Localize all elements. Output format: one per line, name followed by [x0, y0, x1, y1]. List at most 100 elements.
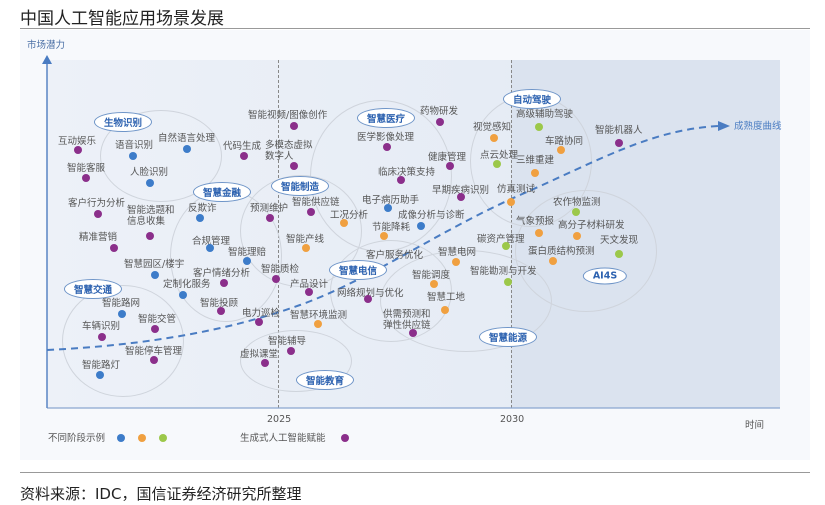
divider [20, 472, 810, 473]
scenario-label: 网络规划与优化 [337, 288, 404, 299]
scenario-label: 预测维护 [250, 203, 289, 214]
scenario-dot [457, 193, 465, 201]
cluster-ellipse [515, 190, 657, 312]
scenario-label: 高级辅助驾驶 [516, 109, 574, 120]
scenario-dot [272, 275, 280, 283]
category-pill: 智慧金融 [192, 182, 252, 202]
scenario-label: 农作物监测 [553, 197, 601, 208]
scenario-dot [557, 146, 565, 154]
category-pill: 自动驾驶 [502, 89, 562, 109]
scenario-label: 智能产线 [286, 234, 325, 245]
scenario-dot [507, 198, 515, 206]
scenario-label: 多模态虚拟 数字人 [265, 140, 313, 162]
scenario-dot [150, 356, 158, 364]
scenario-dot [397, 176, 405, 184]
scenario-label: 视觉感知 [473, 122, 512, 133]
year-2030-line [511, 60, 512, 408]
scenario-label: 语音识别 [115, 140, 154, 151]
scenario-dot [183, 145, 191, 153]
legend-stages-label: 不同阶段示例 [48, 433, 106, 444]
scenario-dot [243, 257, 251, 265]
scenario-dot [384, 204, 392, 212]
y-axis-arrow-icon [42, 55, 52, 64]
tick-2030: 2030 [500, 414, 525, 425]
scenario-label: 人脸识别 [130, 167, 169, 178]
category-pill: 生物识别 [93, 112, 153, 132]
scenario-dot [502, 242, 510, 250]
scenario-label: 智慧电网 [438, 247, 477, 258]
y-axis-label: 市场潜力 [27, 40, 66, 51]
scenario-dot [110, 244, 118, 252]
source-note: 资料来源：IDC，国信证券经济研究所整理 [20, 485, 302, 503]
scenario-label: 天文发现 [600, 235, 639, 246]
scenario-dot [307, 208, 315, 216]
scenario-label: 智能路灯 [82, 360, 121, 371]
scenario-label: 供需预测和 弹性供应链 [383, 309, 431, 331]
scenario-dot [409, 329, 417, 337]
scenario-label: 智慧工地 [427, 292, 466, 303]
cluster-ellipse [100, 110, 222, 202]
scenario-label: 药物研发 [420, 106, 459, 117]
scenario-dot [217, 307, 225, 315]
scenario-label: 反欺诈 [188, 203, 217, 214]
scenario-label: 智能供应链 [292, 197, 340, 208]
category-pill: 智慧交通 [63, 279, 123, 299]
scenario-label: 智能辅导 [268, 336, 307, 347]
scenario-dot [441, 306, 449, 314]
scenario-label: 智能选题和 信息收集 [127, 205, 175, 227]
cluster-ellipse [240, 330, 352, 392]
page-title: 中国人工智能应用场景发展 [20, 9, 224, 29]
scenario-dot [266, 214, 274, 222]
category-pill: 智能制造 [270, 176, 330, 196]
scenario-dot [314, 320, 322, 328]
scenario-dot [430, 280, 438, 288]
scenario-dot [383, 143, 391, 151]
scenario-label: 智能调度 [412, 270, 451, 281]
category-pill: AI4S [582, 267, 628, 285]
scenario-label: 自然语言处理 [158, 133, 216, 144]
scenario-dot [452, 258, 460, 266]
scenario-dot [98, 333, 106, 341]
scenario-label: 节能降耗 [372, 222, 411, 233]
scenario-dot [615, 139, 623, 147]
scenario-dot [290, 122, 298, 130]
scenario-label: 车辆识别 [82, 321, 121, 332]
category-pill: 智能教育 [295, 370, 355, 390]
scenario-label: 三维重建 [516, 155, 555, 166]
scenario-dot [151, 325, 159, 333]
category-pill: 智慧电信 [328, 260, 388, 280]
scenario-label: 产品设计 [290, 279, 329, 290]
scenario-label: 智能机器人 [595, 125, 643, 136]
scenario-dot [129, 152, 137, 160]
scenario-dot [493, 160, 501, 168]
scenario-dot [146, 232, 154, 240]
scenario-label: 高分子材料研发 [558, 220, 625, 231]
scenario-dot [615, 250, 623, 258]
scenario-label: 气象预报 [516, 216, 555, 227]
legend-green-dot [159, 434, 167, 442]
scenario-label: 医学影像处理 [357, 132, 415, 143]
scenario-dot [380, 232, 388, 240]
category-pill: 智慧能源 [478, 327, 538, 347]
cluster-ellipse [62, 285, 184, 397]
scenario-label: 客户服务优化 [366, 250, 424, 261]
scenario-label: 智能质检 [261, 264, 300, 275]
scenario-label: 点云处理 [480, 150, 519, 161]
curve-arrow-icon [718, 121, 730, 131]
scenario-dot [490, 134, 498, 142]
legend-blue-dot [117, 434, 125, 442]
scenario-dot [118, 310, 126, 318]
scenario-label: 智能理赔 [228, 247, 267, 258]
scenario-label: 智慧环境监测 [290, 310, 348, 321]
scenario-label: 虚拟课堂 [240, 349, 279, 360]
scenario-dot [572, 208, 580, 216]
scenario-label: 代码生成 [223, 141, 262, 152]
scenario-dot [146, 179, 154, 187]
scenario-label: 客户行为分析 [68, 198, 126, 209]
scenario-dot [531, 169, 539, 177]
scenario-dot [305, 288, 313, 296]
scenario-dot [573, 232, 581, 240]
scenario-dot [255, 318, 263, 326]
scenario-label: 智能停车管理 [125, 346, 183, 357]
